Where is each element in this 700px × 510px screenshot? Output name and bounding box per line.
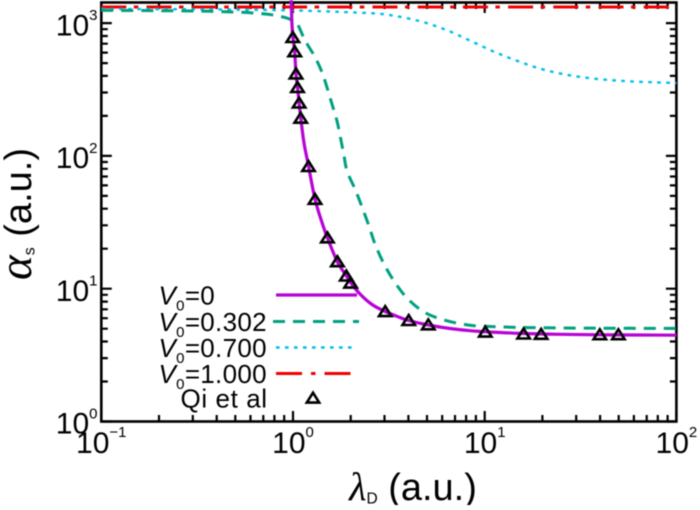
svg-text:V0=0.302: V0=0.302 (159, 307, 267, 341)
svg-text:V0=0: V0=0 (159, 280, 216, 314)
svg-text:Qi et al: Qi et al (181, 383, 268, 413)
svg-text:V0=0.700: V0=0.700 (159, 333, 267, 367)
svg-text:λD (a.u.): λD (a.u.) (348, 464, 477, 505)
svg-text:αs (a.u.): αs (a.u.) (0, 148, 42, 280)
svg-text:V0=1.000: V0=1.000 (159, 359, 267, 393)
